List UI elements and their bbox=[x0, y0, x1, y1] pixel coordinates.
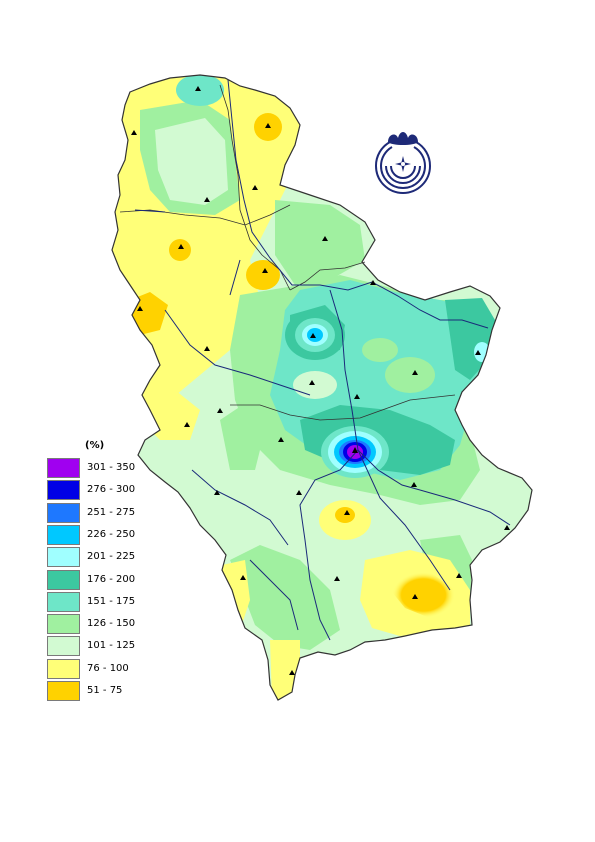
station-marker bbox=[412, 594, 418, 599]
station-marker bbox=[204, 346, 210, 351]
station-marker bbox=[204, 197, 210, 202]
station-marker bbox=[322, 236, 328, 241]
legend-label: 51 - 75 bbox=[87, 685, 123, 696]
station-marker bbox=[184, 422, 190, 427]
legend-label: 251 - 275 bbox=[87, 506, 136, 518]
station-marker bbox=[289, 670, 295, 675]
station-marker bbox=[137, 306, 143, 311]
legend-swatch bbox=[47, 502, 80, 523]
station-marker bbox=[310, 333, 316, 338]
legend-swatch bbox=[47, 524, 80, 545]
legend-swatch bbox=[47, 658, 80, 679]
legend-row: 276 - 300 bbox=[47, 480, 177, 501]
legend-label: 126 - 150 bbox=[87, 618, 136, 630]
station-marker bbox=[262, 268, 268, 273]
legend-row: 51 - 75 bbox=[47, 681, 177, 701]
station-marker bbox=[131, 130, 137, 135]
station-marker bbox=[456, 573, 462, 578]
legend-swatch bbox=[47, 569, 80, 590]
rivers bbox=[134, 79, 511, 641]
legend-swatch bbox=[47, 480, 80, 501]
station-marker bbox=[296, 490, 302, 495]
station-markers bbox=[131, 86, 510, 675]
legend-label: 226 - 250 bbox=[87, 528, 136, 540]
station-marker bbox=[504, 525, 510, 530]
legend-label: 201 - 225 bbox=[87, 551, 136, 563]
legend-label: 276 - 300 bbox=[87, 484, 136, 496]
legend-label: 76 - 100 bbox=[87, 662, 129, 674]
legend-label: 301 - 350 bbox=[87, 462, 136, 473]
station-marker bbox=[411, 482, 417, 487]
station-marker bbox=[265, 123, 271, 128]
station-marker bbox=[309, 380, 315, 385]
legend-row: 251 - 275 bbox=[47, 502, 177, 523]
legend-row: 301 - 350 bbox=[47, 458, 177, 478]
legend-row: 76 - 100 bbox=[47, 658, 177, 679]
legend-row: 126 - 150 bbox=[47, 614, 177, 635]
station-marker bbox=[195, 86, 201, 91]
station-marker bbox=[412, 370, 418, 375]
legend-row: 151 - 175 bbox=[47, 591, 177, 612]
station-marker bbox=[214, 490, 220, 495]
station-marker bbox=[178, 244, 184, 249]
station-marker bbox=[217, 408, 223, 413]
legend-row: 176 - 200 bbox=[47, 569, 177, 590]
legend-swatch bbox=[47, 591, 80, 612]
station-marker bbox=[344, 510, 350, 515]
legend-unit: (%) bbox=[85, 440, 105, 451]
legend-swatch bbox=[47, 458, 80, 478]
station-marker bbox=[240, 575, 246, 580]
legend-swatch bbox=[47, 547, 80, 568]
legend-swatch bbox=[47, 636, 80, 657]
legend-row: 201 - 225 bbox=[47, 547, 177, 568]
legend-swatch bbox=[47, 681, 80, 701]
legend-row: 101 - 125 bbox=[47, 636, 177, 657]
station-marker bbox=[252, 185, 258, 190]
legend-label: 151 - 175 bbox=[87, 595, 136, 607]
station-marker bbox=[352, 447, 358, 453]
station-marker bbox=[278, 437, 284, 442]
station-marker bbox=[354, 394, 360, 399]
institution-emblem-icon bbox=[374, 132, 432, 194]
legend-label: 176 - 200 bbox=[87, 573, 136, 585]
station-marker bbox=[370, 280, 376, 285]
regional-boundaries bbox=[119, 84, 456, 421]
station-marker bbox=[334, 576, 340, 581]
legend-row: 226 - 250 bbox=[47, 524, 177, 545]
legend-swatch bbox=[47, 614, 80, 635]
station-marker bbox=[475, 350, 481, 355]
legend-label: 101 - 125 bbox=[87, 640, 136, 652]
